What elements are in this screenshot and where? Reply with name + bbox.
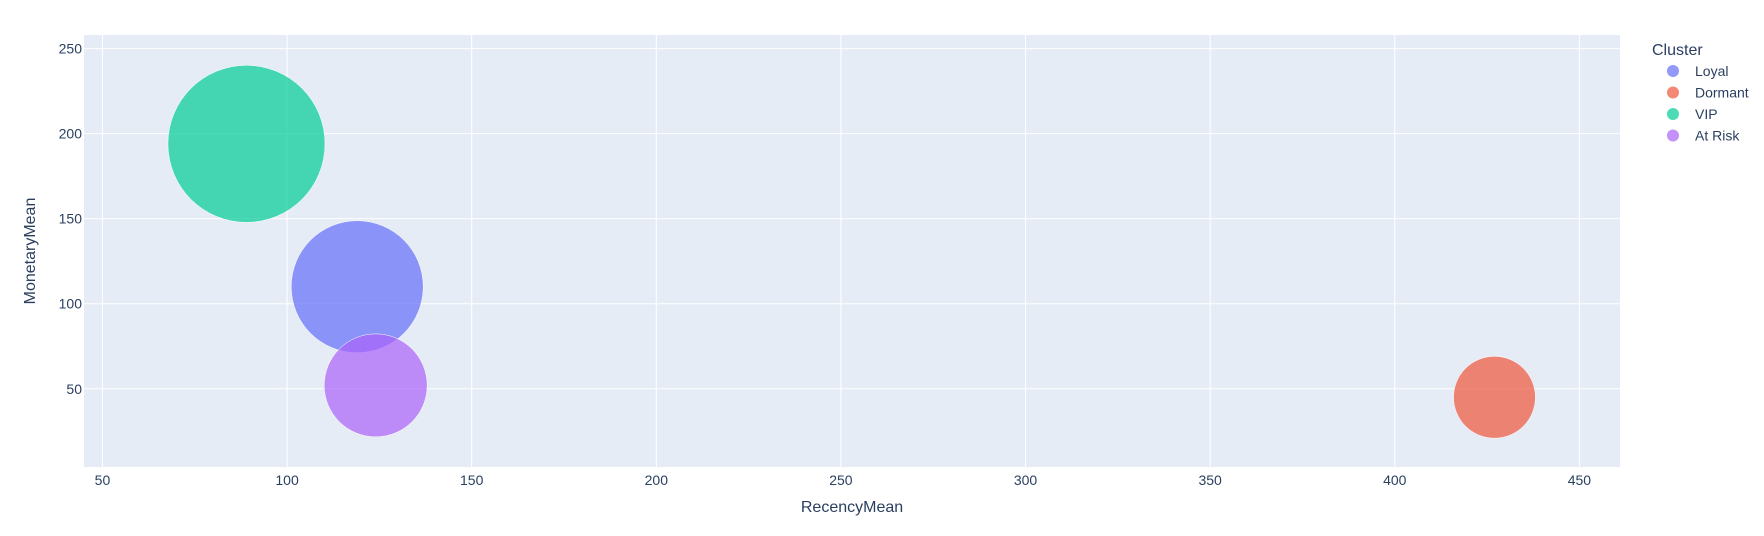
bubble-dormant[interactable]	[1453, 356, 1536, 439]
legend-label: At Risk	[1695, 128, 1740, 144]
legend-items[interactable]: Loyal Dormant VIP At Risk	[1667, 63, 1749, 144]
bubble-at-risk[interactable]	[323, 333, 428, 438]
legend-marker	[1667, 86, 1679, 99]
x-tick-label: 450	[1568, 472, 1592, 488]
x-tick-label: 150	[460, 472, 484, 488]
x-tick-labels: 50 100 150 200 250 300 350 400 450	[95, 472, 1592, 488]
x-tick-label: 100	[275, 472, 299, 488]
y-tick-label: 100	[59, 296, 83, 312]
y-tick-label: 200	[59, 126, 83, 142]
legend-label: Loyal	[1695, 63, 1728, 79]
bubble-loyal[interactable]	[290, 220, 424, 353]
x-tick-label: 50	[95, 472, 111, 488]
legend-marker	[1667, 108, 1679, 120]
y-axis-title: MonetaryMean	[22, 198, 39, 305]
y-tick-label: 150	[59, 211, 83, 227]
x-tick-label: 400	[1383, 472, 1407, 488]
legend-title: Cluster	[1652, 42, 1703, 59]
y-tick-label: 250	[59, 41, 83, 57]
x-tick-label: 350	[1198, 472, 1222, 488]
legend-item-loyal[interactable]: Loyal	[1667, 63, 1728, 79]
legend-label: VIP	[1695, 106, 1718, 122]
legend-item-vip[interactable]: VIP	[1667, 106, 1718, 122]
y-tick-labels: 50 100 150 200 250	[59, 41, 83, 397]
bubble-vip[interactable]	[167, 65, 326, 223]
legend-item-dormant[interactable]: Dormant	[1667, 85, 1749, 101]
bubble-layer	[167, 65, 1536, 439]
legend-label: Dormant	[1695, 85, 1749, 101]
legend-marker	[1667, 129, 1679, 142]
x-tick-label: 200	[645, 472, 669, 488]
legend[interactable]: Cluster Loyal Dormant VIP At Risk	[1652, 42, 1749, 144]
legend-marker	[1667, 65, 1679, 77]
legend-item-at-risk[interactable]: At Risk	[1667, 128, 1740, 144]
y-tick-label: 50	[66, 381, 82, 397]
x-tick-label: 250	[829, 472, 853, 488]
x-axis-title: RecencyMean	[801, 499, 903, 516]
x-tick-label: 300	[1014, 472, 1038, 488]
